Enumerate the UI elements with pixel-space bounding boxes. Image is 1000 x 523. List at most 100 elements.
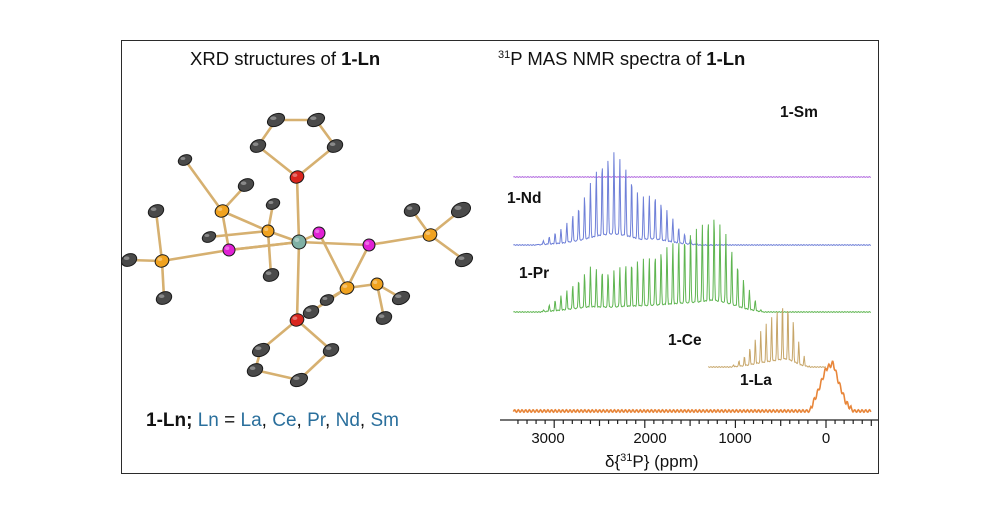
bond [183, 158, 224, 213]
atom-carbon [201, 231, 217, 243]
atom-highlight [252, 142, 259, 146]
bond [220, 209, 270, 233]
atom-highlight [292, 173, 298, 177]
atom-highlight [249, 366, 256, 371]
atom-carbon [262, 268, 280, 282]
atom-highlight [458, 256, 465, 260]
atom-carbon [289, 372, 309, 388]
atom-carbon [177, 154, 193, 166]
atom-phosphorus [261, 224, 275, 238]
bond [295, 240, 301, 322]
atom-metal [291, 234, 307, 250]
atom-highlight [225, 246, 230, 250]
atom-highlight [305, 308, 312, 312]
ln-nd: Nd [335, 410, 360, 431]
label-1-ce: 1-Ce [668, 332, 702, 349]
atom-highlight [292, 316, 298, 320]
ln-pr: Pr [307, 410, 326, 431]
atom-carbon [249, 139, 267, 153]
atom-highlight [180, 157, 186, 160]
label-1-la: 1-La [740, 372, 772, 389]
atom-highlight [270, 116, 277, 120]
atom-highlight [373, 280, 378, 284]
atom-iodide [312, 226, 326, 240]
atom-carbon [454, 252, 474, 268]
atom-highlight [310, 116, 317, 120]
label-1-nd: 1-Nd [507, 190, 542, 207]
atom-highlight [123, 256, 130, 260]
bond [220, 209, 231, 252]
atom-carbon [322, 343, 340, 357]
atom-highlight [378, 314, 385, 318]
atom-phosphorus [339, 281, 355, 295]
atom-highlight [268, 201, 274, 204]
label-1-pr: 1-Pr [519, 265, 550, 282]
tick-label-2000: 2000 [633, 430, 667, 447]
atom-carbon [266, 112, 286, 128]
x-axis-label: δ{31P} (ppm) [605, 452, 699, 471]
nmr-panel-title: 31P MAS NMR spectra of 1-Ln [498, 48, 746, 69]
atom-highlight [406, 206, 413, 210]
atom-highlight [425, 231, 431, 235]
atom-carbon [326, 139, 344, 153]
atom-carbon [450, 201, 472, 219]
atom-highlight [150, 207, 157, 211]
atom-carbon [265, 198, 281, 210]
atom-phosphorus [154, 254, 170, 268]
atom-carbon [121, 253, 138, 267]
bond [367, 233, 432, 247]
bond [297, 240, 371, 247]
atom-highlight [325, 346, 332, 351]
atom-carbon [237, 178, 255, 192]
tick-label-1000: 1000 [718, 430, 752, 447]
atom-carbon [319, 294, 335, 306]
atom-carbon [306, 112, 326, 128]
atom-highlight [264, 227, 269, 231]
atom-highlight [157, 257, 163, 261]
bond [317, 231, 349, 290]
atom-carbon [391, 290, 411, 306]
atom-highlight [158, 294, 165, 298]
atom-carbon [403, 203, 421, 217]
atom-highlight [255, 346, 262, 351]
bond [428, 233, 466, 262]
atom-highlight [240, 181, 247, 185]
atom-phosphorus [370, 277, 384, 291]
bond [227, 240, 301, 252]
atom-highlight [454, 205, 462, 210]
atom-highlight [265, 271, 272, 275]
atom-highlight [395, 294, 402, 298]
atom-carbon [147, 204, 165, 218]
bond [295, 175, 301, 244]
atom-carbon [302, 305, 320, 319]
atom-highlight [329, 142, 336, 146]
atom-highlight [342, 284, 348, 288]
xrd-molecular-structure [121, 112, 474, 388]
atom-highlight [204, 234, 210, 237]
tick-label-0: 0 [821, 430, 831, 447]
bond [160, 248, 231, 263]
atom-carbon [155, 291, 173, 305]
atom-oxygen [289, 170, 305, 184]
ln-sm: Sm [370, 410, 399, 431]
atom-highlight [293, 376, 300, 381]
ln-ce: Ce [272, 410, 297, 431]
atom-carbon [251, 342, 271, 358]
atom-oxygen [289, 313, 305, 327]
ln-la: La [240, 410, 262, 431]
atom-carbon [375, 311, 393, 325]
atom-iodide [362, 238, 376, 252]
bond [345, 243, 371, 290]
bond [207, 229, 270, 239]
atom-highlight [217, 207, 223, 211]
bond [256, 144, 299, 179]
structure-caption: 1-Ln; Ln = La, Ce, Pr, Nd, Sm [146, 410, 399, 431]
xrd-panel-title: XRD structures of 1-Ln [190, 48, 381, 69]
atom-iodide [222, 243, 236, 257]
atom-highlight [322, 297, 328, 300]
atom-phosphorus [422, 228, 438, 242]
atom-highlight [365, 241, 370, 245]
bond [266, 229, 273, 277]
bond [295, 318, 333, 352]
atom-highlight [294, 237, 300, 242]
